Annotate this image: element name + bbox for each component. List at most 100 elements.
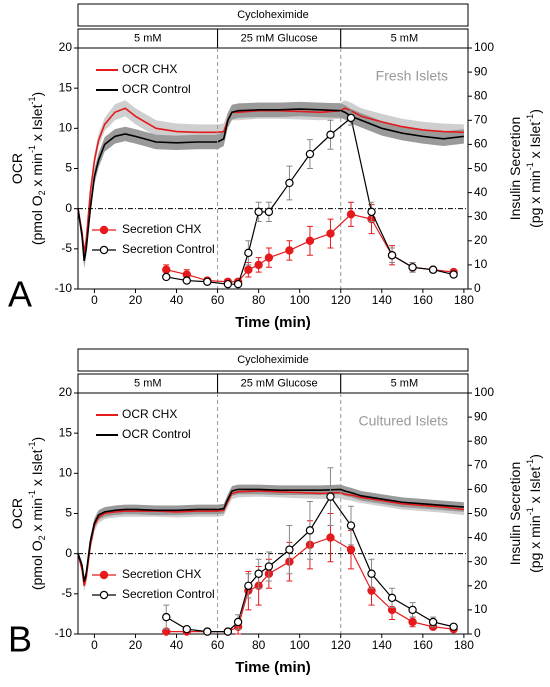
secretion-point: [326, 492, 335, 501]
x-tick-label: 20: [129, 638, 143, 652]
axis-label-part: -1: [27, 145, 37, 153]
secretion-point: [233, 279, 243, 289]
secretion-point: [244, 581, 253, 591]
axis-label-part: -1: [27, 442, 37, 450]
x-tick-label: 160: [413, 293, 433, 307]
secretion-point: [162, 612, 171, 622]
secretion-point: [223, 279, 233, 289]
secretion-point: [367, 207, 376, 217]
axis-label-part: x min: [29, 153, 45, 190]
secretion-point: [244, 265, 253, 274]
y-tick-label: -10: [55, 626, 73, 640]
secretion-point: [254, 260, 263, 270]
x-tick-label: 0: [91, 293, 98, 307]
axis-label: OCR: [9, 498, 25, 529]
axis-label-part: -1: [27, 490, 37, 498]
header-box: [77, 348, 469, 372]
axis-label-part: -1: [525, 459, 535, 467]
secretion-point: [162, 265, 171, 274]
y2-tick-label: 50: [474, 161, 488, 175]
axis-label-part: ): [29, 92, 45, 97]
axis-label-part: 2: [37, 535, 47, 540]
secretion-point: [264, 253, 274, 262]
axis-label-part: (pg x min: [527, 170, 543, 228]
axis-label: (pg x min-1 x Islet-1): [525, 454, 542, 573]
secretion-point: [346, 210, 356, 219]
x-tick-label: 60: [211, 293, 225, 307]
legend-label: OCR CHX: [122, 62, 177, 76]
x-tick-label: 60: [211, 638, 225, 652]
axis-label-part: (pmol O: [29, 195, 45, 245]
panel-label: B: [8, 619, 32, 660]
y2-tick-label: 20: [474, 578, 488, 592]
axis-label-part: ): [527, 109, 543, 114]
secretion-point: [408, 605, 417, 615]
axis-label-part: x Islet: [29, 449, 45, 490]
secretion-point: [428, 617, 438, 627]
axis-label: OCR: [9, 153, 25, 184]
legend-label: OCR Control: [122, 427, 191, 441]
legend-label: OCR CHX: [122, 407, 177, 421]
axis-label-part: (pg x min: [527, 515, 543, 573]
x-tick-label: 40: [170, 638, 184, 652]
y-tick-label: 5: [65, 161, 72, 175]
y-tick-label: 20: [59, 40, 73, 54]
y-tick-label: 5: [65, 506, 72, 520]
axis-label: (pg x min-1 x Islet-1): [525, 109, 542, 228]
legend-label: Secretion Control: [122, 242, 215, 256]
secretion-point: [408, 263, 417, 272]
y2-tick-label: 10: [474, 602, 488, 616]
legend-marker: [99, 225, 109, 235]
x-tick-label: 120: [331, 638, 351, 652]
axis-label-part: -1: [525, 507, 535, 515]
y-tick-label: -5: [61, 241, 72, 255]
y2-tick-label: 60: [474, 482, 488, 496]
axis-label: Insulin Secretion: [507, 117, 523, 221]
secretion-point: [408, 617, 417, 627]
segment-label: 25 mM Glucose: [241, 32, 318, 44]
y2-tick-label: 40: [474, 185, 488, 199]
secretion-point: [285, 246, 294, 255]
y2-tick-label: 30: [474, 209, 488, 223]
y2-tick-label: 20: [474, 233, 488, 247]
y2-tick-label: 50: [474, 506, 488, 520]
secretion-point: [346, 521, 356, 530]
y-tick-label: 10: [59, 466, 73, 480]
x-tick-label: 40: [170, 293, 184, 307]
axis-label-part: x Islet: [527, 122, 543, 163]
secretion-point: [162, 272, 171, 282]
secretion-point: [203, 277, 212, 286]
legend-marker: [99, 570, 109, 580]
legend-label: Secretion CHX: [122, 567, 201, 581]
y2-tick-label: 100: [474, 40, 494, 54]
secretion-point: [254, 207, 263, 217]
legend-marker: [99, 245, 109, 255]
y2-tick-label: 80: [474, 88, 488, 102]
header-title: Cycloheximide: [237, 354, 309, 366]
axis-label-part: -1: [525, 162, 535, 170]
y-tick-label: -5: [61, 586, 72, 600]
x-tick-label: 160: [413, 638, 433, 652]
secretion-point: [428, 265, 438, 274]
secretion-point: [346, 113, 356, 123]
header-box: [77, 3, 469, 27]
secretion-point: [305, 526, 315, 535]
axis-label: (pmol O2 x min-1 x Islet-1): [27, 92, 47, 245]
annotation: Cultured Islets: [359, 413, 448, 429]
y-tick-label: 20: [59, 385, 73, 399]
secretion-point: [305, 149, 315, 159]
error-band: [78, 100, 464, 260]
axis-label-part: (pmol O: [29, 540, 45, 590]
y-tick-label: -10: [55, 281, 73, 295]
x-tick-label: 180: [454, 293, 474, 307]
x-axis-label: Time (min): [235, 314, 311, 331]
secretion-point: [367, 569, 376, 578]
x-tick-label: 140: [372, 293, 392, 307]
segment-box: [340, 373, 469, 394]
axis-label-part: Insulin Secretion: [507, 117, 523, 221]
secretion-point: [244, 248, 253, 258]
axis-label-part: x Islet: [527, 467, 543, 508]
secretion-point: [264, 562, 274, 571]
y2-tick-label: 30: [474, 554, 488, 568]
